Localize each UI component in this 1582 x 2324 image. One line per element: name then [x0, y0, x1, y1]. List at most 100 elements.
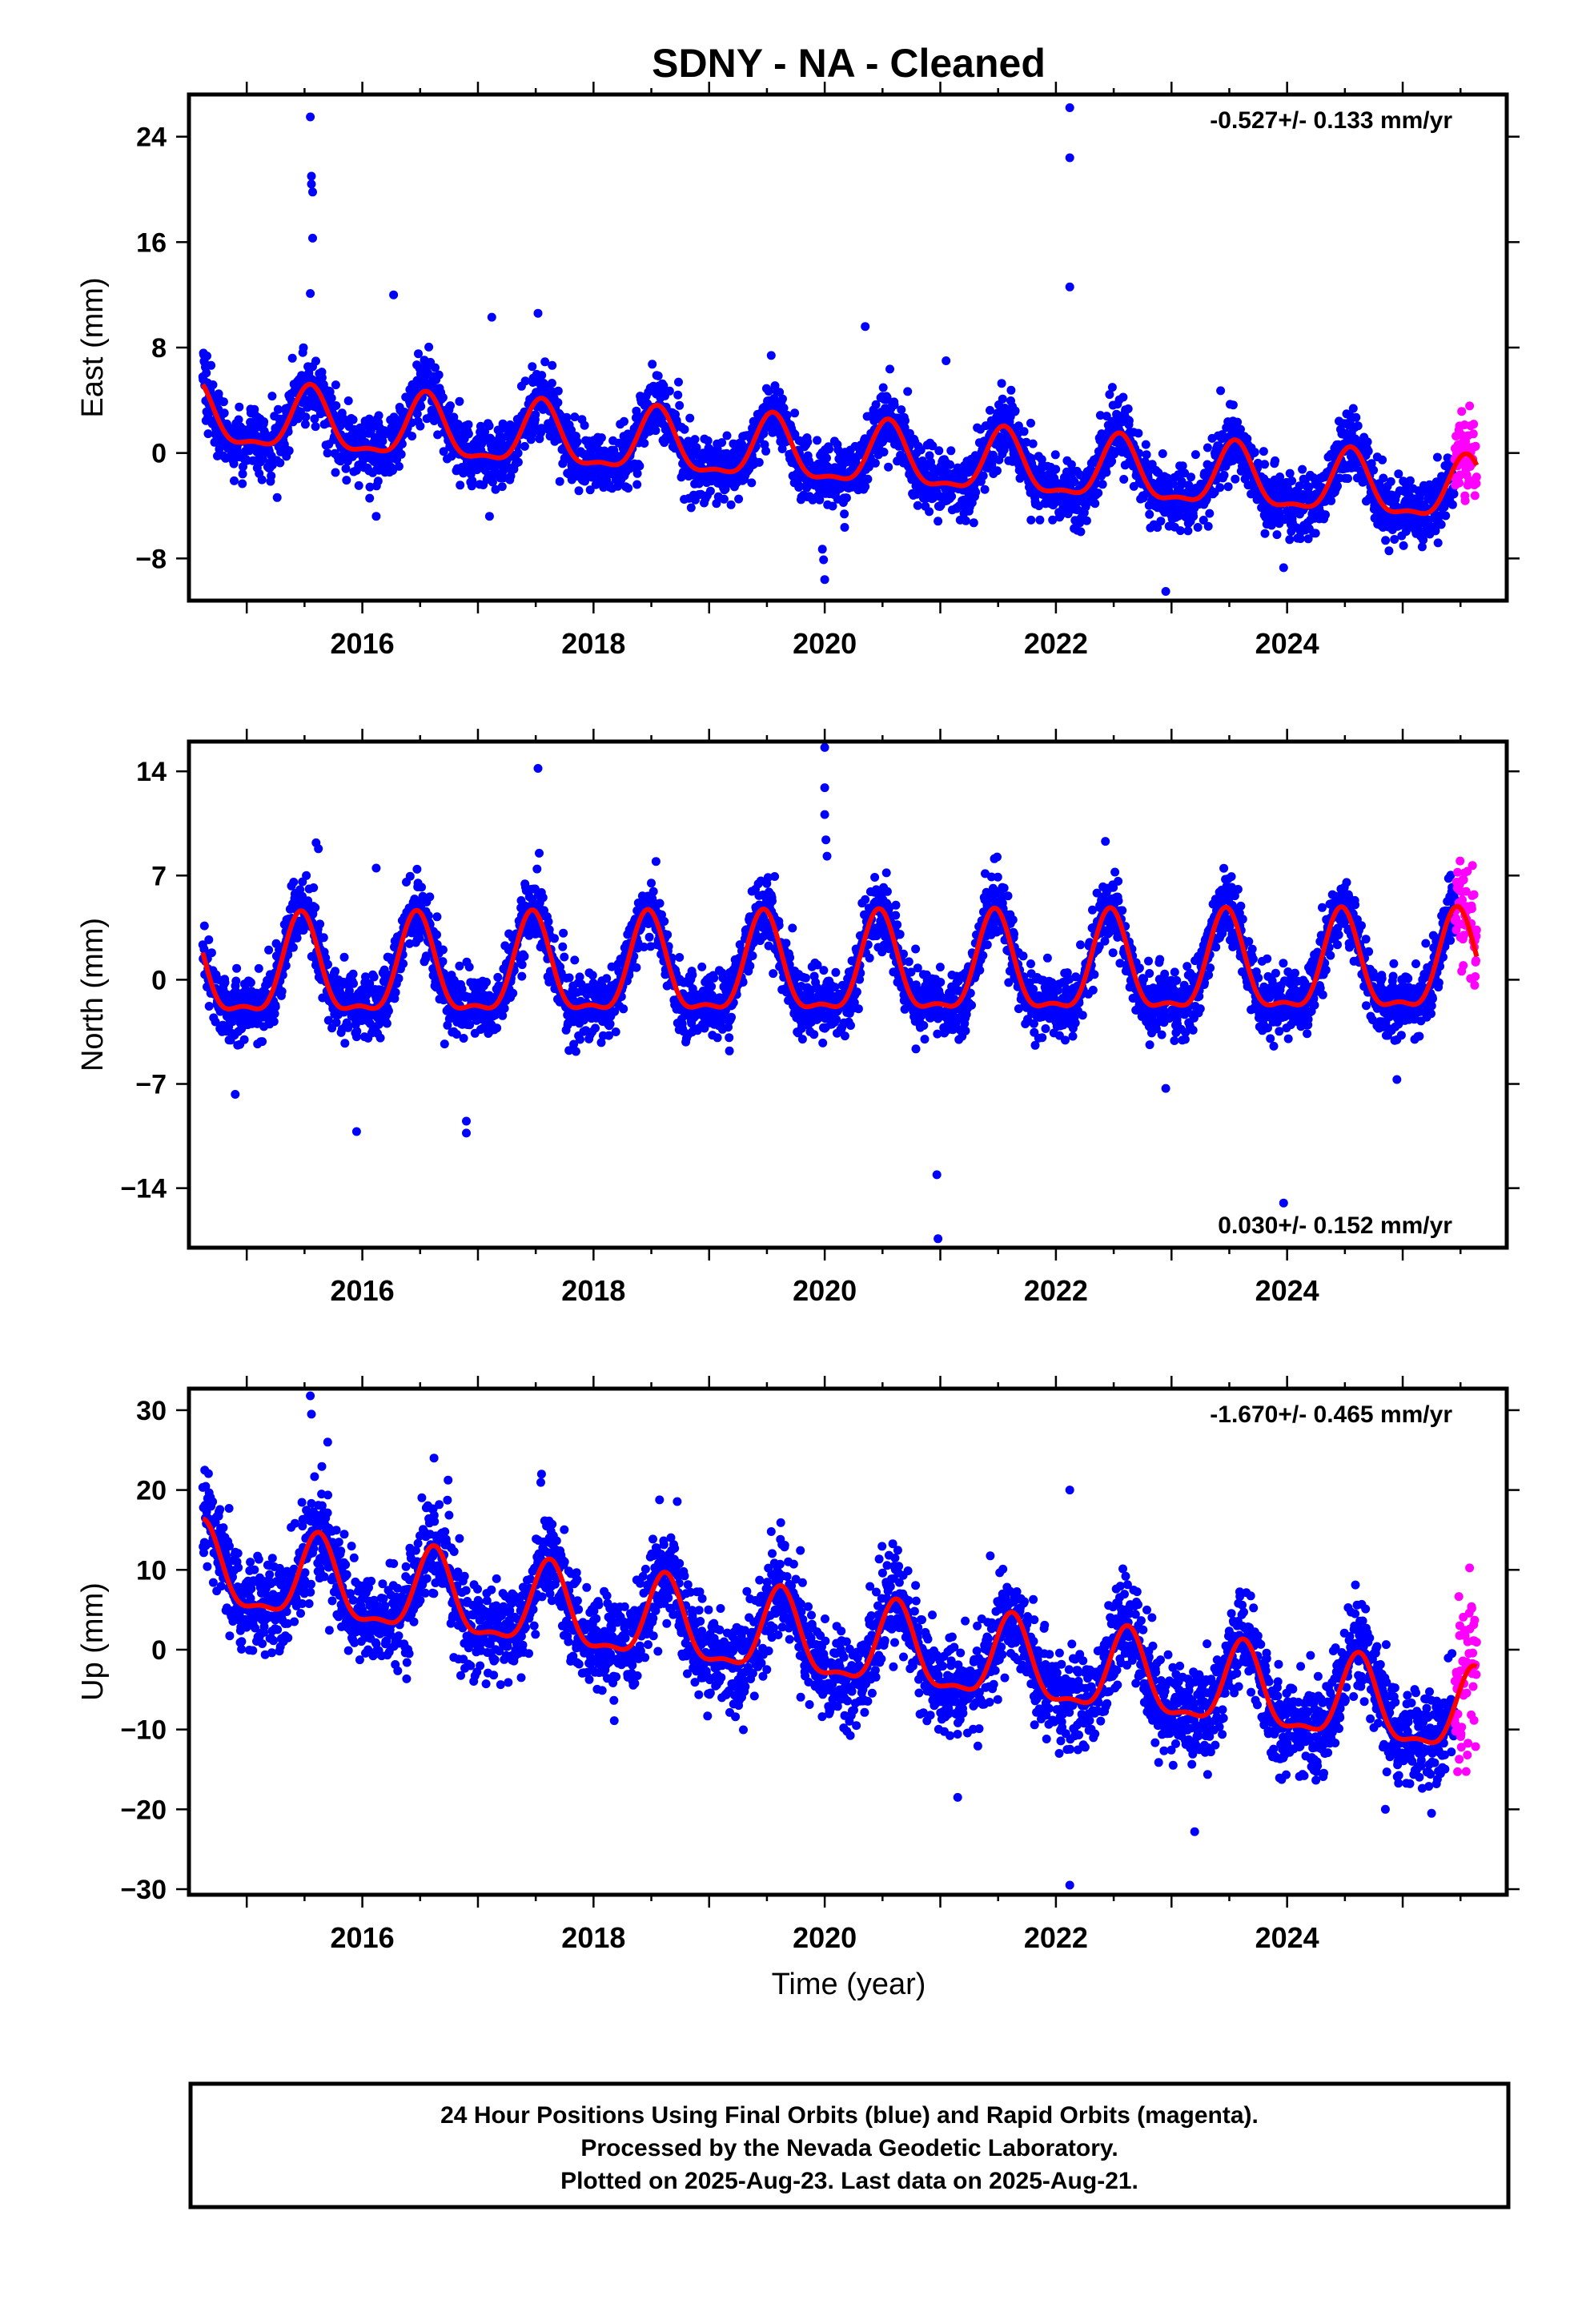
final-orbit-point [548, 360, 557, 370]
final-orbit-point [624, 484, 633, 493]
y-tick-label: 8 [151, 333, 167, 364]
final-orbit-point [267, 471, 276, 480]
final-orbit-point [558, 942, 568, 951]
x-tick-label: 2018 [561, 627, 625, 660]
final-orbit-point [220, 978, 230, 987]
final-orbit-point [215, 444, 224, 454]
final-orbit-point [1272, 530, 1282, 540]
final-orbit-point [1260, 460, 1270, 469]
final-orbit-point [1118, 392, 1128, 402]
final-orbit-point [620, 416, 628, 426]
final-orbit-point [440, 1039, 449, 1049]
final-orbit-point [913, 501, 922, 510]
final-orbit-point [1186, 472, 1195, 482]
final-orbit-point [705, 486, 715, 496]
final-orbit-point [459, 468, 468, 478]
final-orbit-point [580, 476, 589, 486]
final-orbit-point [980, 485, 990, 494]
final-orbit-point [863, 474, 873, 484]
final-orbit-point [871, 400, 881, 409]
final-orbit-point [292, 933, 302, 943]
final-orbit-point [782, 410, 792, 420]
final-orbit-point [1145, 509, 1154, 519]
final-orbit-point [1295, 534, 1305, 544]
final-orbit-point [352, 1027, 362, 1036]
final-orbit-point [271, 1002, 280, 1011]
final-orbit-point [438, 957, 448, 967]
final-orbit-point [219, 397, 228, 407]
y-tick-label: 0 [151, 439, 167, 469]
final-orbit-point [555, 476, 564, 486]
final-orbit-point [497, 482, 507, 492]
outlier-point [1161, 587, 1170, 596]
final-orbit-point [331, 967, 340, 976]
final-orbit-point [295, 885, 305, 895]
final-orbit-point [1436, 520, 1446, 529]
final-orbit-point [520, 441, 529, 451]
final-orbit-point [302, 870, 311, 880]
final-orbit-point [653, 371, 663, 380]
final-orbit-point [492, 1023, 502, 1033]
final-orbit-point [1193, 523, 1203, 532]
final-orbit-point [231, 976, 241, 986]
rapid-orbit-point [1469, 420, 1479, 429]
final-orbit-point [690, 435, 700, 444]
outlier-point [307, 179, 316, 189]
outlier-point [1065, 282, 1074, 292]
final-orbit-point [946, 446, 956, 456]
final-orbit-point [1199, 516, 1208, 525]
final-orbit-point [553, 386, 563, 396]
final-orbit-point [317, 373, 327, 383]
final-orbit-point [1378, 455, 1387, 464]
final-orbit-point [1119, 475, 1129, 484]
final-orbit-point [459, 1034, 468, 1043]
final-orbit-point [553, 398, 563, 408]
final-orbit-point [238, 479, 247, 489]
final-orbit-point [331, 380, 340, 390]
final-orbit-point [1028, 439, 1038, 448]
final-orbit-point [438, 393, 448, 402]
final-orbit-point [1082, 516, 1091, 525]
final-orbit-point [574, 486, 584, 496]
final-orbit-point [665, 386, 674, 396]
final-orbit-point [722, 431, 732, 440]
final-orbit-point [1141, 440, 1150, 449]
rapid-orbit-point [1472, 479, 1481, 489]
final-orbit-point [394, 461, 404, 471]
final-orbit-point [946, 460, 955, 469]
final-orbit-point [674, 377, 683, 387]
final-orbit-point [204, 935, 214, 944]
final-orbit-point [560, 952, 569, 962]
outlier-point [1065, 153, 1074, 163]
y-tick-label: −8 [135, 544, 167, 574]
final-orbit-point [348, 969, 358, 979]
final-orbit-point [275, 458, 285, 468]
final-orbit-point [1191, 450, 1200, 460]
data-layer [198, 742, 1481, 1244]
final-orbit-point [1203, 521, 1213, 531]
final-orbit-point [1236, 424, 1245, 434]
final-orbit-point [416, 421, 425, 431]
final-orbit-point [287, 353, 297, 363]
final-orbit-point [1259, 447, 1268, 456]
final-orbit-point [562, 412, 572, 422]
final-orbit-point [1098, 480, 1107, 489]
final-orbit-point [434, 370, 444, 380]
final-orbit-point [465, 1020, 475, 1030]
outlier-point [942, 356, 951, 365]
final-orbit-point [1233, 417, 1243, 427]
final-orbit-point [431, 363, 440, 372]
final-orbit-point [520, 951, 529, 961]
final-orbit-point [264, 945, 274, 955]
final-orbit-point [1417, 542, 1427, 552]
final-orbit-point [1353, 421, 1363, 431]
final-orbit-point [365, 493, 375, 503]
final-orbit-point [414, 349, 423, 359]
final-orbit-point [1260, 529, 1270, 538]
final-orbit-point [367, 422, 377, 432]
final-orbit-point [239, 1035, 249, 1044]
final-orbit-point [199, 921, 209, 931]
final-orbit-point [632, 480, 642, 489]
final-orbit-point [997, 379, 1006, 388]
final-orbit-point [878, 383, 888, 392]
